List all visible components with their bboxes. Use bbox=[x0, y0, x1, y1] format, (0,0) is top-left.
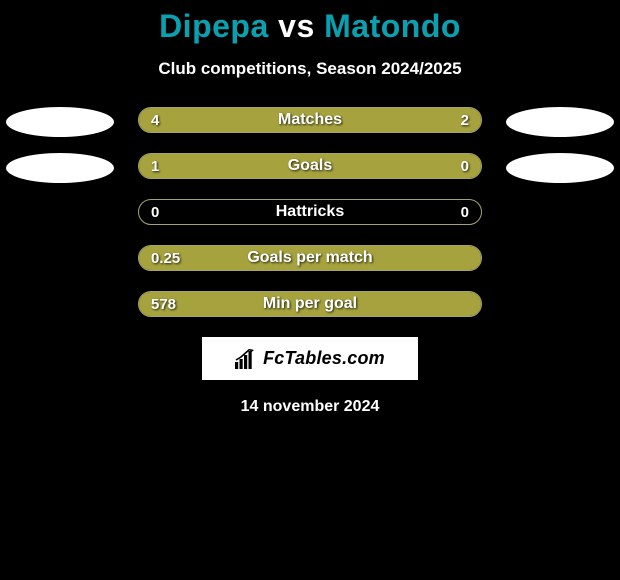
stat-row: 00Hattricks bbox=[0, 199, 620, 225]
stat-bar: 10Goals bbox=[138, 153, 482, 179]
stat-row: 0.25Goals per match bbox=[0, 245, 620, 271]
brand-logo[interactable]: FcTables.com bbox=[202, 337, 418, 380]
footer-date: 14 november 2024 bbox=[0, 398, 620, 416]
stat-row: 42Matches bbox=[0, 107, 620, 133]
stat-row: 578Min per goal bbox=[0, 291, 620, 317]
player2-name: Matondo bbox=[324, 8, 461, 44]
stat-bar: 578Min per goal bbox=[138, 291, 482, 317]
stat-bar: 00Hattricks bbox=[138, 199, 482, 225]
stat-bar: 42Matches bbox=[138, 107, 482, 133]
brand-text: FcTables.com bbox=[263, 348, 385, 369]
title-vs: vs bbox=[278, 8, 315, 44]
comparison-card: Dipepa vs Matondo Club competitions, Sea… bbox=[0, 0, 620, 416]
stat-row: 10Goals bbox=[0, 153, 620, 179]
stat-label: Matches bbox=[139, 108, 481, 132]
stat-label: Hattricks bbox=[139, 200, 481, 224]
stats-area: 42Matches 10Goals 00Hattricks 0.25Goals per… bbox=[0, 107, 620, 317]
stat-bar: 0.25Goals per match bbox=[138, 245, 482, 271]
bar-chart-icon bbox=[235, 349, 257, 369]
subtitle: Club competitions, Season 2024/2025 bbox=[0, 59, 620, 79]
stat-label: Min per goal bbox=[139, 292, 481, 316]
player1-name: Dipepa bbox=[159, 8, 269, 44]
page-title: Dipepa vs Matondo bbox=[0, 8, 620, 45]
stat-label: Goals bbox=[139, 154, 481, 178]
stat-label: Goals per match bbox=[139, 246, 481, 270]
